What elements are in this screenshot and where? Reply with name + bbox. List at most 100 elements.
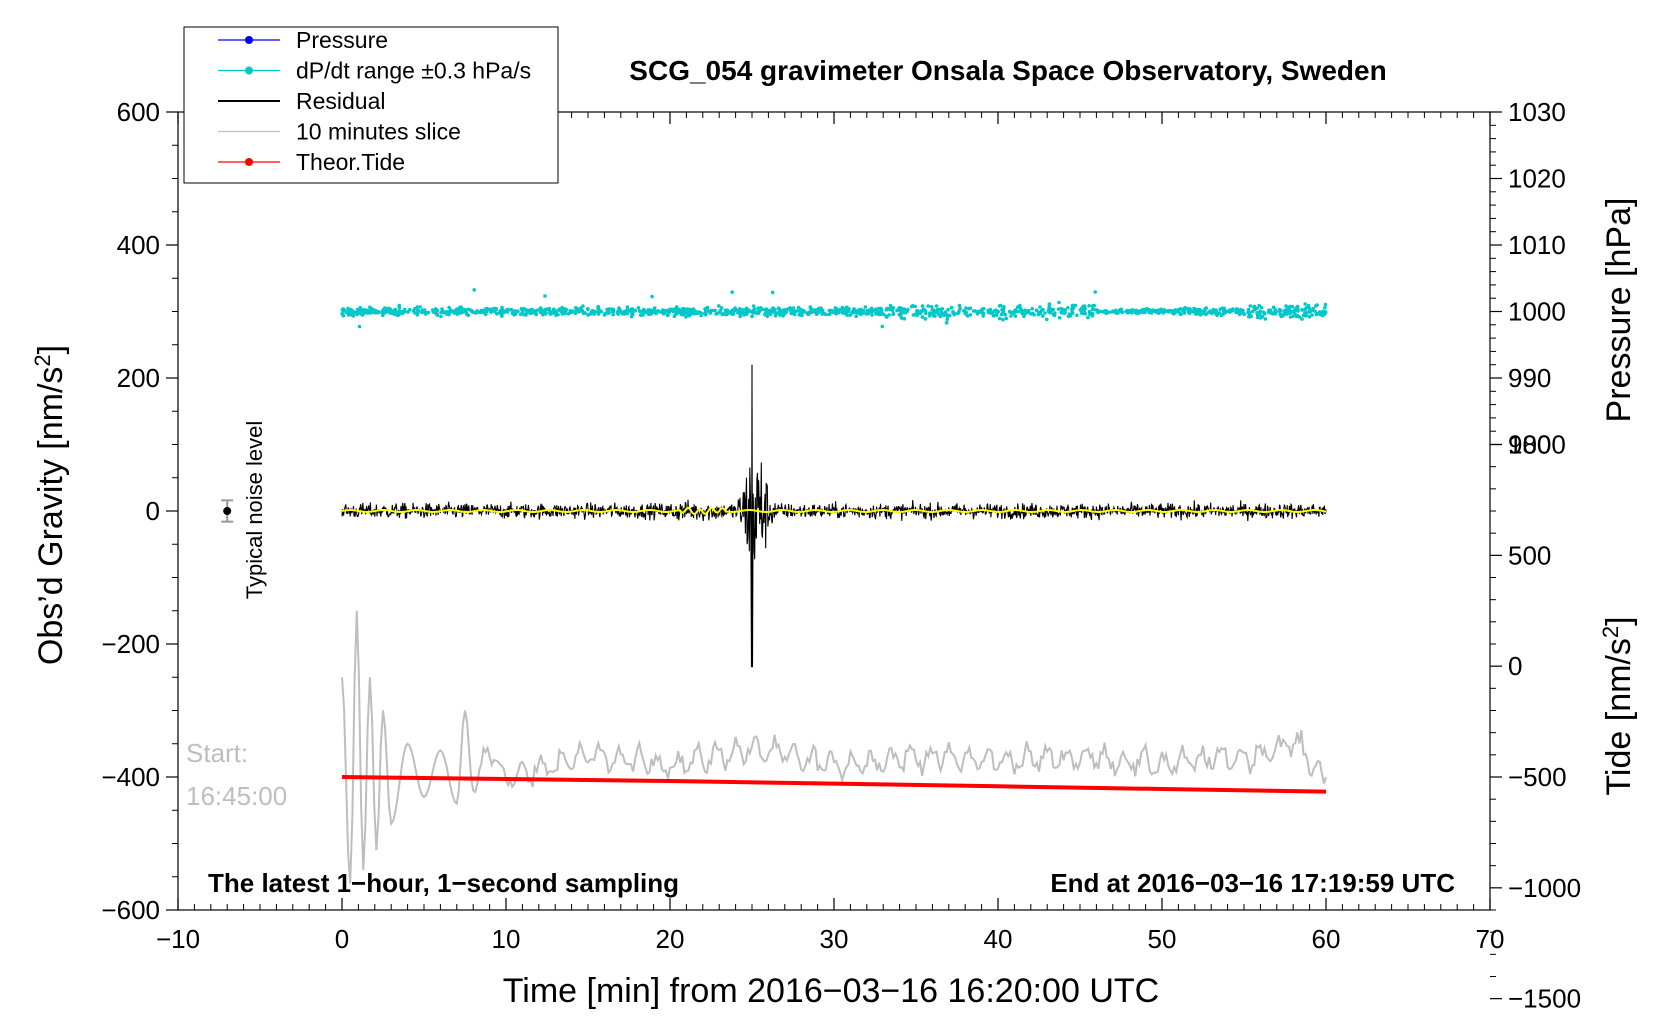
dpdt-point [650,294,654,299]
dpdt-point [1248,304,1253,308]
dpdt-point [884,314,889,319]
dpdt-point [533,309,538,313]
dpdt-point [1041,307,1045,312]
dpdt-point [920,304,925,308]
dpdt-point [452,311,457,315]
dpdt-point [684,315,688,319]
dpdt-point [397,303,402,308]
dpdt-point [973,309,977,313]
dpdt-point [1222,306,1226,311]
dpdt-point [1204,306,1208,310]
tide-tick-label: −500 [1508,762,1567,792]
dpdt-point [563,311,567,316]
dpdt-point [751,304,756,308]
dpdt-point [811,308,815,312]
dpdt-point [637,309,642,313]
dpdt-point [770,310,775,314]
dpdt-point [1157,311,1161,316]
dpdt-point [1066,314,1071,319]
dpdt-point [876,306,881,311]
dpdt-point [788,306,792,310]
dpdt-point [642,307,646,312]
y-tick-label: −200 [101,629,160,659]
dpdt-point [1004,316,1009,321]
dpdt-point [1303,311,1307,315]
dpdt-point [986,308,990,313]
dpdt-point [714,312,718,316]
dpdt-point [847,307,851,311]
residual-series [341,364,1327,668]
dpdt-point [1190,309,1194,314]
dpdt-point [1282,310,1287,315]
dpdt-point [1295,305,1299,309]
dpdt-point [342,308,347,313]
dpdt-point [1204,312,1208,317]
start-label: Start: [186,738,248,768]
dpdt-point [1315,303,1319,307]
dpdt-point [554,313,558,318]
dpdt-point [484,312,488,317]
legend-label: Pressure [296,27,388,53]
dpdt-point [1279,308,1283,313]
y-axis-label-tide-tail: ] [1600,616,1638,625]
dpdt-point [468,308,473,313]
footer-right: End at 2016−03−16 17:19:59 UTC [1050,868,1455,898]
dpdt-point [528,311,533,316]
dpdt-point [699,311,703,315]
dpdt-point [944,320,949,325]
dpdt-point [1022,311,1027,316]
dpdt-point [858,312,862,316]
dpdt-point [1032,312,1036,317]
dpdt-point [909,304,914,309]
dpdt-point [482,309,487,313]
tide-tick-label: −1500 [1508,984,1581,1014]
dpdt-point [742,313,746,317]
dpdt-point [1009,314,1013,318]
dpdt-point [936,307,941,312]
legend-label: Residual [296,88,386,114]
dpdt-point [838,307,842,312]
dpdt-point [1187,307,1192,312]
dpdt-point [1218,307,1222,312]
dpdt-point [796,305,801,310]
dpdt-point [566,312,571,316]
dpdt-point [570,309,575,313]
dpdt-point [1070,311,1075,315]
dpdt-point [596,310,600,315]
dpdt-point [940,311,944,316]
dpdt-point [997,316,1002,321]
dpdt-point [347,308,352,313]
dpdt-point [1174,309,1179,313]
tide-tick-label: 500 [1508,540,1551,570]
dpdt-point [738,307,742,311]
dpdt-point [622,309,627,314]
x-tick-label: 30 [820,924,849,954]
dpdt-point [376,310,380,315]
dpdt-point [1038,305,1042,309]
dpdt-point [964,306,968,310]
dpdt-point [759,306,763,310]
dpdt-point [915,310,919,314]
dpdt-point [414,306,419,311]
dpdt-point [685,307,689,311]
dpdt-point [1281,314,1285,318]
dpdt-point [730,290,734,295]
dpdt-point [1130,308,1135,312]
dpdt-point [820,309,825,314]
dpdt-point [765,314,770,319]
y-axis-tide: −1500 −1000 −500 0 500 1000 [1490,430,1581,1014]
tide-series [341,775,1327,794]
slice-series [341,610,1327,884]
dpdt-point [915,313,919,317]
dpdt-point [430,308,435,312]
y-tick-label: 600 [117,97,160,127]
dpdt-point [1179,312,1183,317]
dpdt-point [680,312,684,317]
dpdt-point [895,308,899,313]
dpdt-point [748,309,752,314]
dpdt-point [447,305,451,310]
dpdt-point [1237,309,1242,314]
dpdt-point [906,307,910,312]
legend-marker [245,66,253,75]
